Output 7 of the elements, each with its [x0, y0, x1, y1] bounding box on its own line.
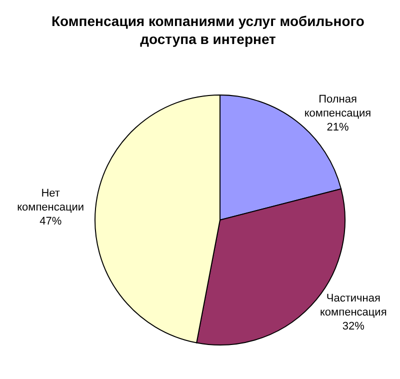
- slice-label: Нет компенсации: [17, 187, 84, 214]
- data-label: 21%: [326, 121, 349, 134]
- chart-title: Компенсация компаниями услуг мобильного доступа в интернет: [52, 13, 364, 47]
- slice-label: Полная компенсация: [304, 93, 372, 120]
- data-label: 47%: [40, 215, 62, 228]
- slice-label: Частичная компенсация: [320, 292, 387, 318]
- data-label: 32%: [342, 320, 365, 332]
